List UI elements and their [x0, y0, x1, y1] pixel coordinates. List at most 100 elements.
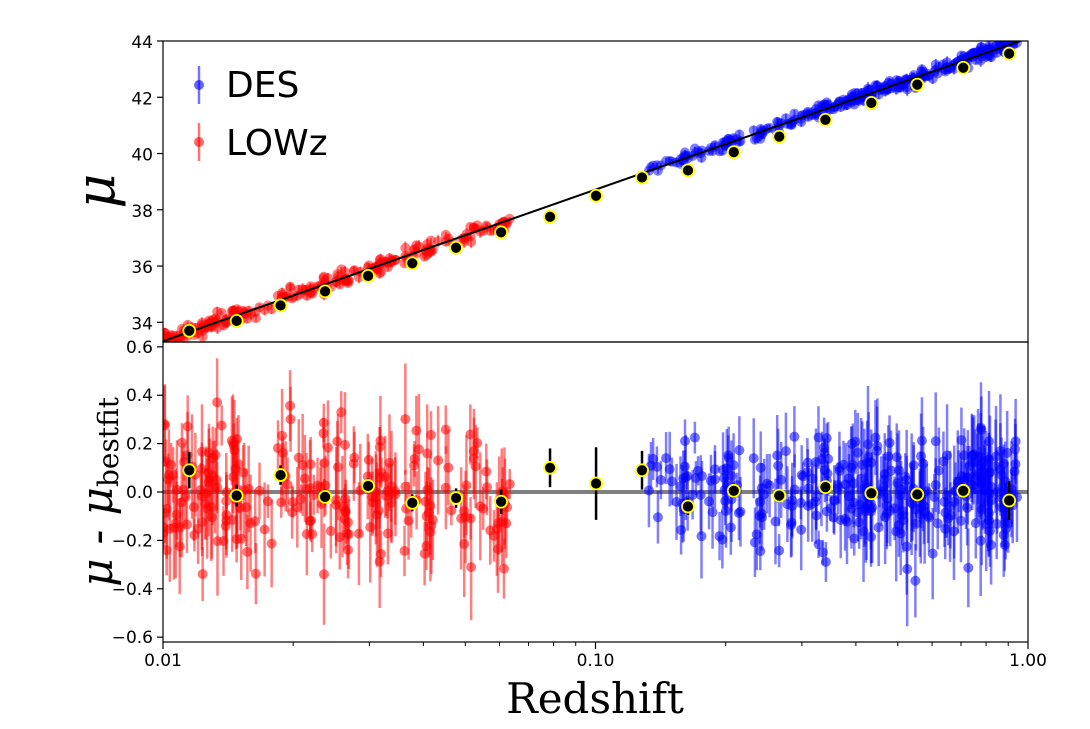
binned-point	[1002, 46, 1017, 61]
sn-residual	[197, 547, 208, 602]
sn-residual	[643, 453, 654, 528]
sn-residual	[748, 418, 759, 499]
sn-residual	[440, 405, 451, 454]
sn-residual	[714, 511, 725, 561]
sn-residual	[755, 475, 766, 528]
sn-residual	[908, 442, 919, 489]
sn-residual	[666, 457, 677, 506]
sn-residual	[419, 522, 430, 586]
sn-residual	[879, 433, 890, 516]
sn-residual	[375, 396, 386, 486]
sn-residual	[661, 432, 672, 485]
binned-residual	[681, 498, 695, 515]
sn-residual	[390, 452, 401, 537]
sn-residual	[259, 482, 270, 577]
top-y-ticks: 34 36 38 40 42 44	[131, 33, 163, 334]
bottom-y-tick-label: 0.6	[126, 338, 153, 358]
sn-residual	[1010, 398, 1021, 484]
sn-residual	[811, 464, 822, 529]
binned-point	[494, 225, 509, 240]
series-des-residuals	[643, 382, 1022, 627]
sn-point	[163, 327, 170, 338]
sn-residual	[707, 475, 718, 549]
sn-residual	[422, 404, 433, 503]
sn-residual	[504, 469, 515, 500]
sn-residual	[930, 458, 941, 513]
binned-point	[543, 209, 557, 224]
binned-point	[229, 314, 244, 328]
binned-points-top	[182, 46, 1017, 338]
sn-residual	[349, 431, 360, 484]
sn-residual	[872, 406, 883, 496]
sn-residual	[963, 528, 974, 608]
sn-residual	[207, 441, 218, 475]
binned-residual	[494, 489, 509, 514]
sn-residual	[163, 525, 172, 576]
sn-point	[318, 271, 329, 282]
sn-residual	[181, 495, 192, 553]
sn-residual	[488, 510, 499, 562]
sn-residual	[293, 419, 304, 497]
binned-residual	[543, 448, 557, 488]
sn-residual	[250, 489, 261, 554]
legend-entry-lowz: LOWz	[194, 123, 328, 164]
top-y-tick-label: 42	[131, 89, 153, 109]
sn-residual	[287, 486, 298, 518]
sn-residual	[846, 468, 857, 549]
bottom-plot-area	[163, 358, 1028, 627]
x-tick-label: 0.01	[144, 651, 182, 671]
sn-residual	[399, 525, 410, 577]
sn-residual	[440, 446, 451, 530]
legend-des-label: DES	[226, 65, 299, 106]
top-panel: 34 36 38 40 42 44 μ DES LOWz	[64, 33, 1029, 343]
bottom-y-tick-label: 0.2	[126, 435, 153, 455]
sn-residual	[893, 430, 904, 511]
bottom-y-axis-label-main: μ - μ	[72, 487, 123, 587]
top-plot-area	[163, 41, 1023, 342]
sn-residual	[400, 363, 411, 475]
sn-residual	[353, 482, 364, 585]
binned-point	[361, 268, 375, 283]
sn-residual	[325, 503, 336, 559]
sn-residual	[481, 443, 492, 500]
binned-residual	[910, 487, 925, 502]
binned-point	[818, 112, 833, 127]
sn-residual	[942, 404, 953, 507]
sn-residual	[789, 406, 800, 468]
sn-residual	[648, 437, 659, 480]
binned-residual	[405, 494, 420, 512]
sn-residual	[856, 418, 867, 540]
series-lowz-residuals	[163, 358, 515, 625]
sn-residual	[216, 405, 227, 446]
bottom-y-ticks: −0.6 −0.4 −0.2 0.0 0.2 0.4 0.6	[112, 338, 163, 648]
binned-point	[956, 60, 971, 75]
bottom-panel: −0.6 −0.4 −0.2 0.0 0.2 0.4 0.6 0.01 0.10 1.00 μ …	[72, 338, 1047, 723]
sn-point	[285, 281, 296, 292]
sn-point	[212, 306, 223, 317]
sn-residual	[196, 404, 207, 500]
legend-lowz-label: LOWz	[226, 123, 328, 164]
sn-residual	[932, 497, 943, 550]
sn-residual	[163, 384, 170, 467]
sn-residual	[966, 413, 977, 499]
sn-residual	[250, 543, 261, 605]
sn-point	[375, 253, 386, 265]
bottom-y-tick-label: 0.4	[126, 386, 153, 406]
sn-residual	[655, 460, 666, 500]
sn-residual	[433, 406, 444, 515]
sn-residual	[780, 412, 791, 490]
sn-residual	[813, 530, 824, 558]
binned-point	[273, 298, 288, 313]
legend: DES LOWz	[194, 65, 328, 164]
binned-residual	[956, 483, 971, 499]
bottom-y-tick-label: 0.0	[126, 483, 153, 503]
sn-residual	[840, 443, 851, 527]
binned-point	[182, 323, 197, 338]
binned-residual	[318, 489, 332, 505]
top-y-tick-label: 34	[131, 314, 153, 334]
top-y-tick-label: 44	[131, 33, 153, 53]
sn-residual	[266, 499, 277, 588]
sn-residual	[465, 404, 476, 465]
sn-residual	[400, 469, 411, 504]
